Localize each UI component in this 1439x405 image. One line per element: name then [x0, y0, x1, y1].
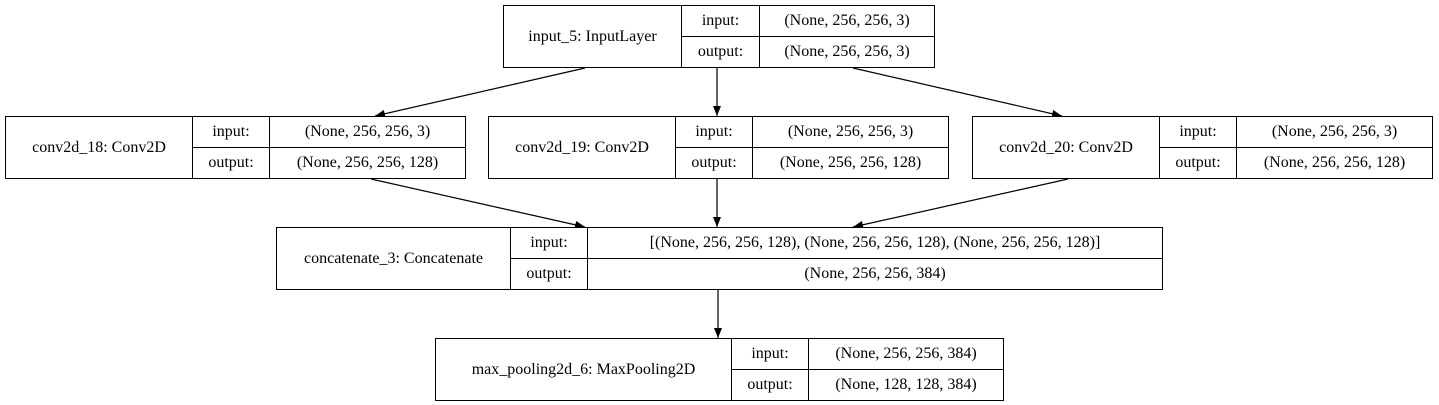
edge-conv2d_18-to-concatenate_3: [370, 178, 586, 229]
output-label: output:: [747, 376, 793, 393]
node-input-5[interactable]: input_5: InputLayer input: output: (None…: [503, 5, 935, 68]
output-label: output:: [691, 154, 737, 171]
input-shape: (None, 256, 256, 3): [1237, 117, 1432, 148]
output-label: output:: [697, 43, 744, 60]
port-labels: input: output:: [676, 117, 753, 178]
input-shape: (None, 256, 256, 3): [270, 117, 465, 148]
input-shape: (None, 256, 256, 384): [809, 339, 1003, 370]
port-values: (None, 256, 256, 3) (None, 256, 256, 128…: [270, 117, 465, 178]
node-name: concatenate_3: Concatenate: [277, 228, 511, 289]
port-labels: input: output:: [193, 117, 270, 178]
output-label: output:: [526, 265, 572, 282]
node-conv2d-19[interactable]: conv2d_19: Conv2D input: output: (None, …: [488, 116, 949, 179]
edge-conv2d_20-to-concatenate_3: [852, 178, 1069, 229]
edge-input_5-to-conv2d_18: [374, 67, 586, 118]
node-name: max_pooling2d_6: MaxPooling2D: [436, 339, 732, 400]
node-name: conv2d_20: Conv2D: [973, 117, 1160, 178]
port-values: (None, 256, 256, 3) (None, 256, 256, 128…: [753, 117, 948, 178]
node-name: conv2d_19: Conv2D: [489, 117, 676, 178]
node-name: input_5: InputLayer: [504, 6, 682, 67]
input-label: input:: [511, 228, 587, 259]
node-max-pooling2d-6[interactable]: max_pooling2d_6: MaxPooling2D input: out…: [435, 338, 1004, 401]
node-conv2d-18[interactable]: conv2d_18: Conv2D input: output: (None, …: [5, 116, 466, 179]
output-label: output:: [1175, 154, 1221, 171]
node-conv2d-20[interactable]: conv2d_20: Conv2D input: output: (None, …: [972, 116, 1433, 179]
output-shape: (None, 256, 256, 384): [804, 265, 946, 282]
input-label: input:: [193, 117, 269, 148]
input-label: input:: [732, 339, 808, 370]
output-shape: (None, 256, 256, 128): [779, 154, 922, 171]
input-shape: (None, 256, 256, 3): [760, 6, 934, 37]
port-values: (None, 256, 256, 3) (None, 256, 256, 128…: [1237, 117, 1432, 178]
output-shape: (None, 256, 256, 128): [1263, 154, 1406, 171]
port-labels: input: output:: [732, 339, 809, 400]
output-label: output:: [208, 154, 254, 171]
node-concatenate-3[interactable]: concatenate_3: Concatenate input: output…: [276, 227, 1163, 290]
input-label: input:: [676, 117, 752, 148]
input-shape: (None, 256, 256, 3): [753, 117, 948, 148]
port-values: (None, 256, 256, 3) (None, 256, 256, 3): [760, 6, 934, 67]
edge-input_5-to-conv2d_20: [852, 67, 1063, 118]
port-labels: input: output:: [682, 6, 760, 67]
output-shape: (None, 128, 128, 384): [835, 376, 977, 393]
port-values: [(None, 256, 256, 128), (None, 256, 256,…: [588, 228, 1162, 289]
node-name: conv2d_18: Conv2D: [6, 117, 193, 178]
input-label: input:: [682, 6, 759, 37]
input-label: input:: [1160, 117, 1236, 148]
port-values: (None, 256, 256, 384) (None, 128, 128, 3…: [809, 339, 1003, 400]
port-labels: input: output:: [511, 228, 588, 289]
port-labels: input: output:: [1160, 117, 1237, 178]
input-shape: [(None, 256, 256, 128), (None, 256, 256,…: [588, 228, 1162, 259]
output-shape: (None, 256, 256, 128): [296, 154, 439, 171]
output-shape: (None, 256, 256, 3): [784, 43, 910, 60]
